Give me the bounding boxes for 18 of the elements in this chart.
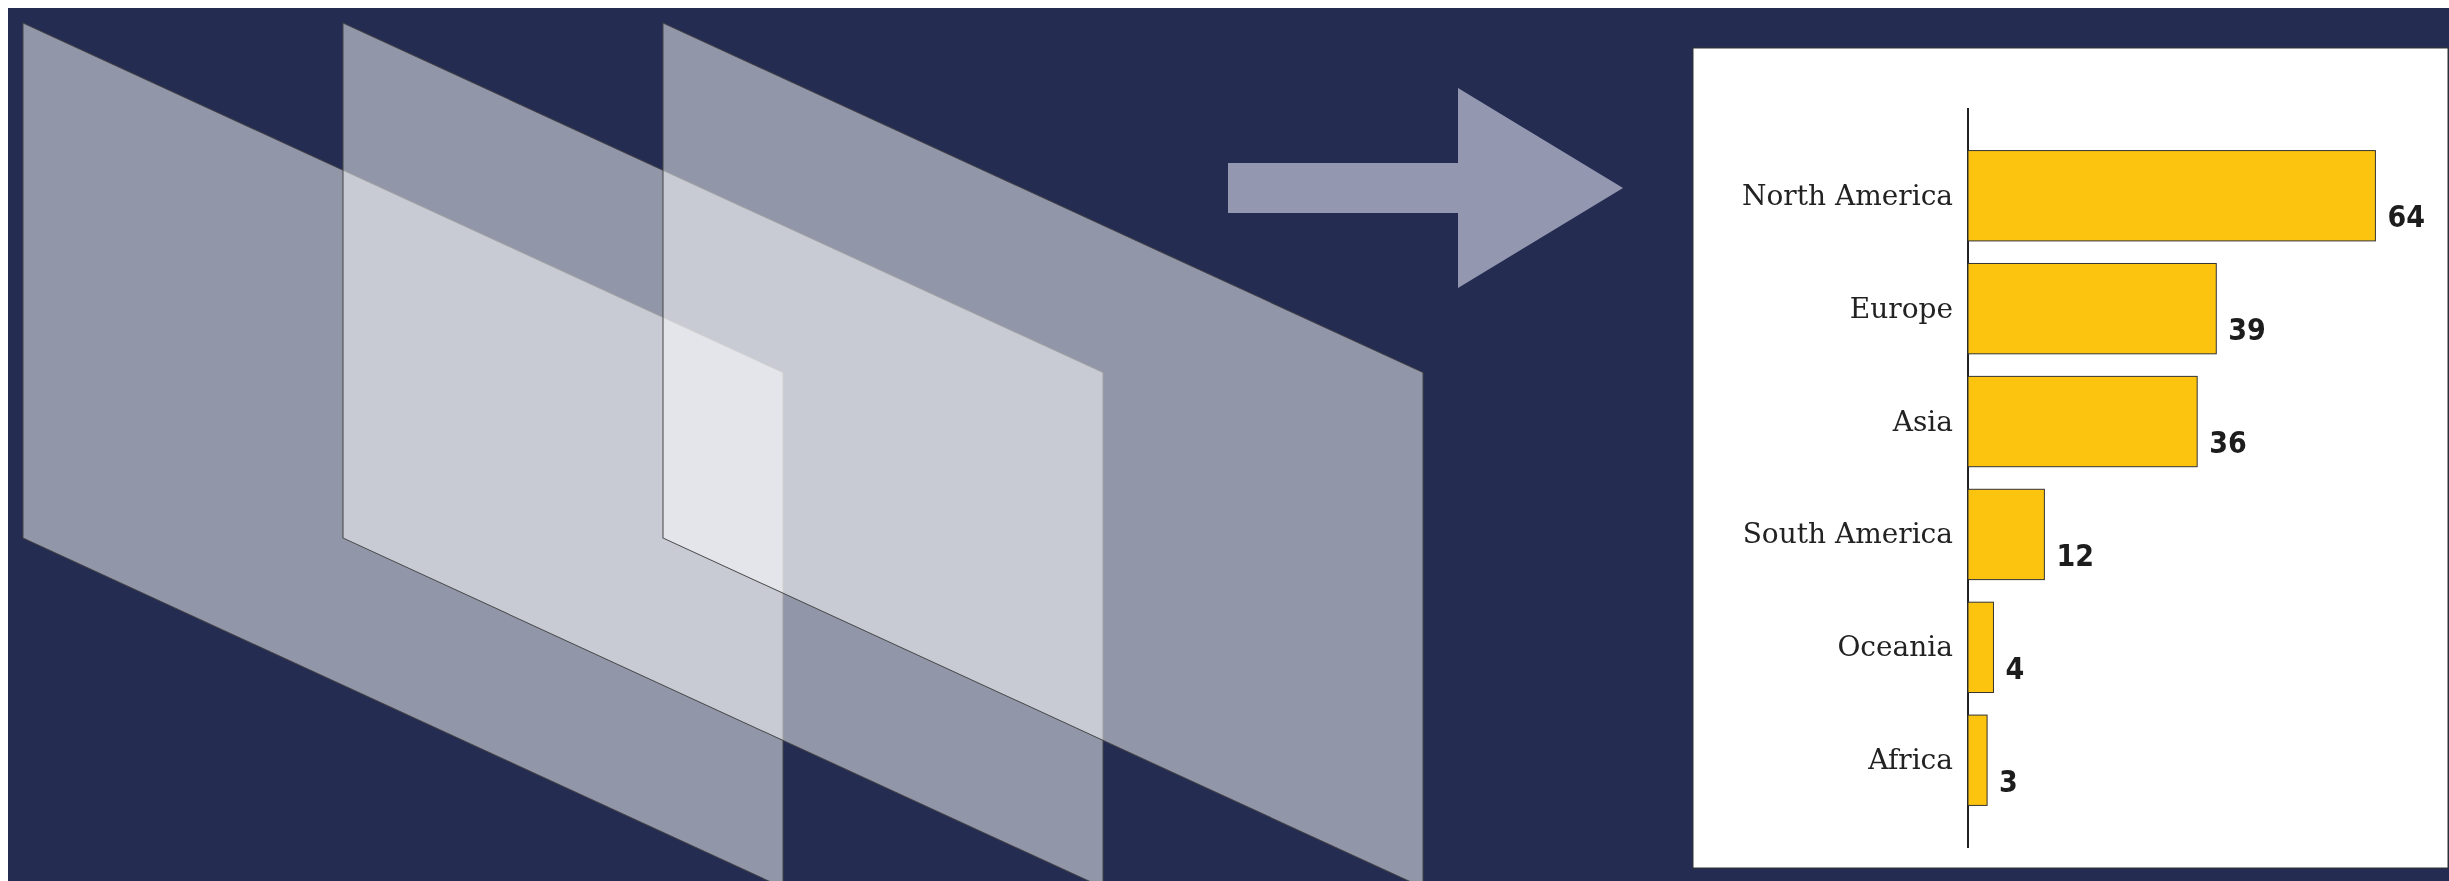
y-tick-label: South America — [1742, 517, 1953, 551]
data-label: 64 — [2387, 199, 2425, 235]
y-tick-label: Africa — [1867, 743, 1953, 777]
y-tick-label: North America — [1742, 178, 1953, 212]
bar — [1967, 262, 2217, 355]
bar — [1967, 375, 2198, 468]
data-label: 39 — [2228, 312, 2266, 348]
data-label: 4 — [2005, 650, 2025, 686]
bar — [1967, 714, 1988, 806]
y-tick-label: Oceania — [1837, 630, 1953, 664]
y-tick-label: Asia — [1891, 404, 1953, 438]
data-label: 12 — [2056, 538, 2094, 574]
data-label: 3 — [1999, 763, 2018, 799]
bar — [1967, 150, 2376, 242]
y-tick-label: Europe — [1849, 291, 1953, 325]
bar — [1967, 601, 1994, 694]
bar — [1967, 488, 2045, 581]
data-label: 36 — [2209, 425, 2247, 461]
